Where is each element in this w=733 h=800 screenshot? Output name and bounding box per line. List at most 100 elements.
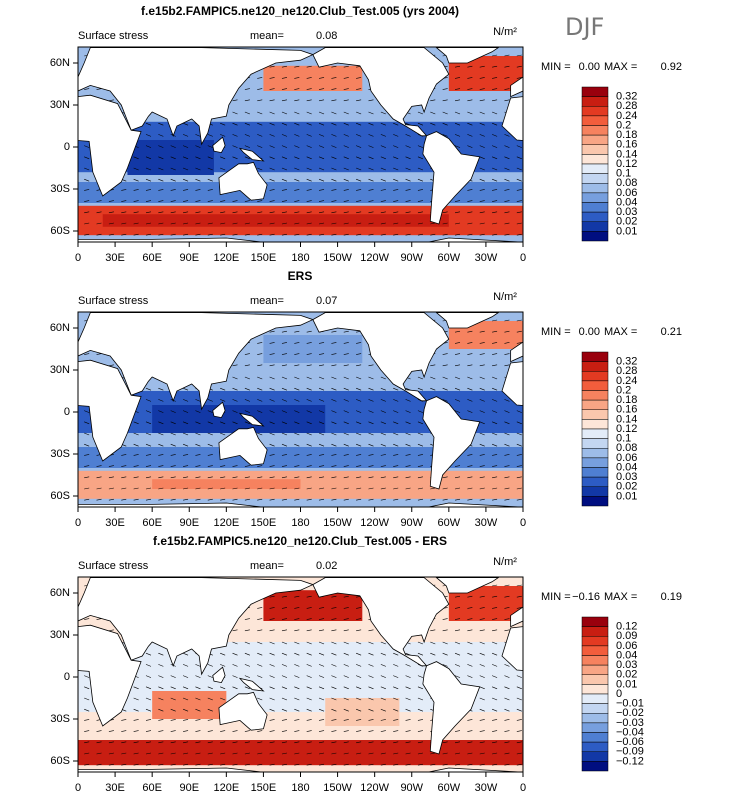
wind-vector [405, 399, 411, 402]
wind-vector [281, 211, 288, 214]
wind-vector [356, 364, 362, 367]
wind-vector [195, 476, 201, 479]
wind-vector [343, 498, 349, 501]
y-tick-label: 0 [64, 141, 70, 153]
wind-vector [145, 410, 152, 413]
wind-vector [232, 211, 238, 214]
wind-vector [479, 200, 485, 202]
wind-vector [207, 399, 213, 402]
wind-vector [108, 233, 114, 236]
wind-vector [516, 421, 522, 425]
wind-vector [368, 178, 374, 182]
wind-vector [479, 88, 485, 90]
wind-vector [244, 88, 250, 90]
wind-vector [269, 741, 275, 744]
wind-vector [331, 664, 337, 667]
y-tick-label: 30N [50, 629, 70, 641]
wind-vector [244, 122, 250, 126]
wind-vector [343, 156, 349, 160]
mean-value: 0.02 [316, 560, 337, 572]
wind-vector [257, 353, 263, 355]
wind-vector [356, 454, 362, 456]
colorbar-label: 0.12 [616, 158, 637, 170]
wind-vector [343, 222, 349, 225]
land [238, 147, 265, 162]
wind-vector [220, 686, 226, 690]
colorbar-label: 0.16 [616, 139, 637, 151]
wind-vector [331, 353, 337, 355]
x-tick-label: 60E [142, 252, 162, 264]
wind-vector [318, 156, 325, 160]
wind-vector [454, 465, 461, 467]
colorbar-label: 0.03 [616, 659, 637, 671]
wind-vector [368, 697, 374, 701]
wind-vector [207, 156, 213, 160]
wind-vector [281, 641, 288, 645]
wind-vector [281, 178, 288, 182]
wind-vector [318, 134, 325, 137]
units: N/m² [493, 26, 517, 38]
wind-vector [195, 200, 201, 202]
wind-vector [133, 487, 139, 490]
wind-vector [281, 364, 288, 367]
wind-vector [207, 487, 213, 490]
wind-vector [244, 399, 250, 402]
wind-vector [331, 498, 337, 501]
wind-vector [368, 708, 374, 712]
wind-vector [281, 376, 288, 380]
wind-vector [183, 476, 189, 479]
wind-vector [380, 664, 386, 667]
land [212, 401, 226, 419]
wind-vector [417, 178, 424, 182]
wind-vector [195, 421, 201, 425]
wind-vector [504, 730, 510, 732]
wind-vector [195, 664, 201, 667]
wind-vector [343, 211, 349, 214]
wind-vector [269, 122, 275, 126]
wind-vector [195, 156, 201, 160]
wind-vector [257, 763, 263, 766]
wind-vector [516, 222, 522, 225]
wind-vector [368, 387, 374, 391]
wind-vector [343, 77, 349, 79]
wind-vector [306, 454, 312, 456]
wind-vector [244, 664, 250, 667]
wind-vector [170, 222, 176, 225]
wind-vector [393, 487, 399, 490]
wind-vector [207, 443, 213, 447]
y-tick-label: 60S [50, 755, 70, 767]
wind-vector [405, 763, 411, 766]
wind-vector [269, 629, 275, 632]
wind-vector [417, 697, 424, 701]
wind-vector [244, 99, 250, 102]
wind-vector [343, 476, 349, 479]
wind-vector [393, 675, 399, 678]
wind-vector [504, 399, 510, 402]
y-tick-label: 60N [50, 57, 70, 69]
wind-vector [442, 752, 448, 755]
wind-vector [356, 189, 362, 191]
wind-vector [195, 487, 201, 490]
land [501, 361, 523, 406]
wind-vector [294, 443, 300, 447]
wind-vector [467, 752, 473, 755]
wind-vector [491, 376, 498, 380]
wind-vector [430, 122, 436, 126]
wind-vector [269, 763, 275, 766]
wind-vector [306, 77, 312, 79]
wind-vector [454, 233, 461, 236]
wind-vector [479, 211, 485, 214]
wind-vector [479, 629, 485, 632]
wind-vector [158, 178, 164, 182]
wind-vector [133, 476, 139, 479]
wind-vector [96, 618, 102, 620]
wind-vector [343, 167, 349, 171]
wind-vector [492, 330, 498, 333]
wind-vector [417, 421, 424, 425]
wind-vector [182, 675, 189, 678]
wind-vector [183, 730, 189, 732]
colorbar-label: 0.04 [616, 461, 637, 473]
wind-vector [467, 88, 473, 90]
colorbar-label: 0.08 [616, 177, 637, 189]
wind-vector [417, 233, 423, 236]
